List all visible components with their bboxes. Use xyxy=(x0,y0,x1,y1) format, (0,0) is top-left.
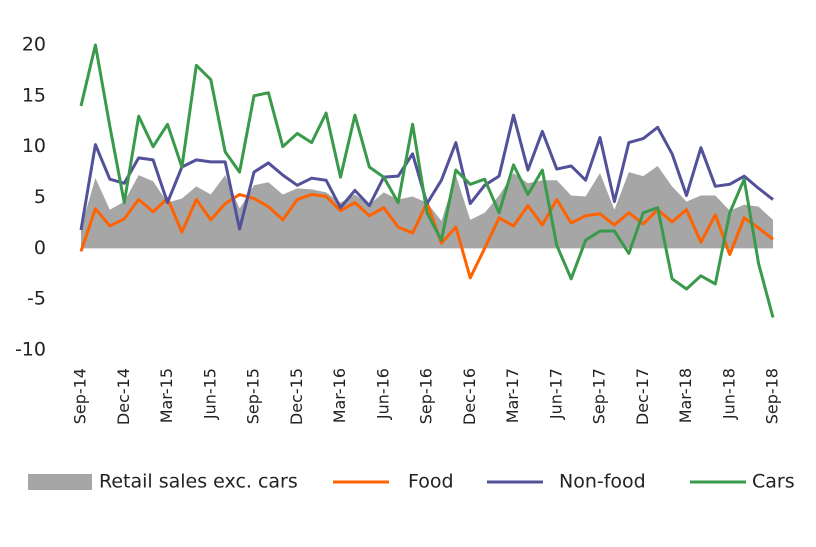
x-tick-label: Dec-14 xyxy=(114,368,133,425)
legend-label: Non-food xyxy=(559,471,646,493)
y-tick-label: 5 xyxy=(34,186,46,208)
x-tick-label: Mar-15 xyxy=(157,368,176,423)
x-tick-label: Sep-16 xyxy=(417,368,436,424)
x-tick-label: Sep-15 xyxy=(244,368,263,424)
legend-label: Retail sales exc. cars xyxy=(99,471,298,493)
x-tick-label: Mar-18 xyxy=(676,368,695,423)
x-tick-label: Jun-15 xyxy=(200,368,219,420)
x-tick-label: Dec-16 xyxy=(460,368,479,425)
x-tick-label: Jun-16 xyxy=(373,368,392,420)
x-tick-label: Jun-17 xyxy=(546,368,565,420)
y-tick-label: 0 xyxy=(34,237,46,259)
x-tick-label: Jun-18 xyxy=(719,368,738,420)
y-tick-label: 15 xyxy=(22,84,46,106)
y-tick-label: 10 xyxy=(22,135,46,157)
x-tick-label: Dec-15 xyxy=(287,368,306,425)
x-tick-label: Dec-17 xyxy=(633,368,652,425)
x-tick-label: Sep-17 xyxy=(590,368,609,424)
y-tick-label: 20 xyxy=(22,34,46,56)
y-tick-label: -10 xyxy=(15,339,46,361)
x-tick-label: Mar-17 xyxy=(503,368,522,423)
y-tick-label: -5 xyxy=(27,288,46,310)
legend-swatch xyxy=(28,474,92,490)
line xyxy=(79,43,775,318)
x-tick-label: Sep-18 xyxy=(763,368,782,424)
x-tick-label: Mar-16 xyxy=(330,368,349,423)
x-tick-label: Sep-14 xyxy=(71,368,90,424)
legend-label: Cars xyxy=(752,471,795,493)
legend-label: Food xyxy=(408,471,454,493)
